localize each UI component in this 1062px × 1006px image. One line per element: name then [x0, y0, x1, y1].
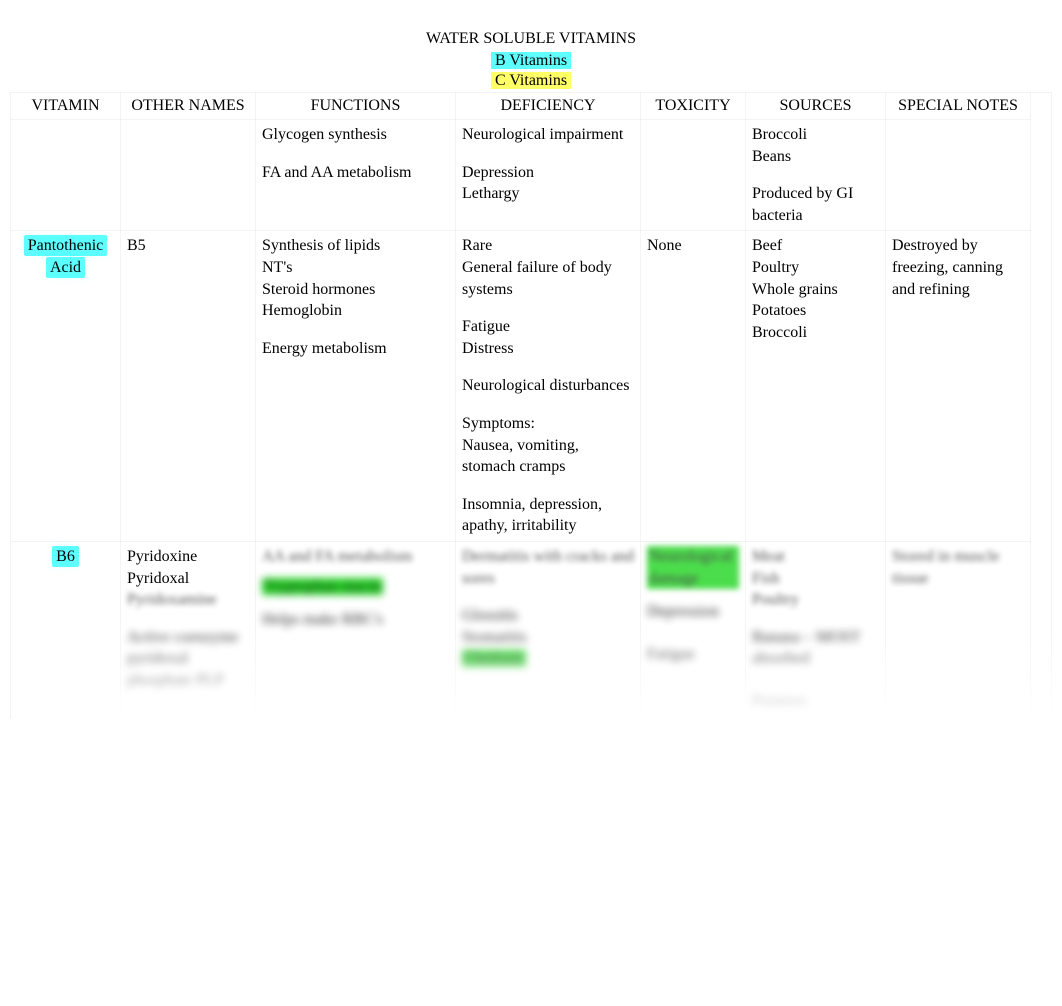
def-group: Rare General failure of body systems — [462, 235, 634, 300]
def-text: General failure of body systems — [462, 259, 612, 298]
cell-sources: Meat Fish Poultry Banana – MOST absorbed… — [746, 541, 886, 717]
cell-deficiency: Neurological impairment Depression Letha… — [456, 120, 641, 231]
tox-group: Depression Fatigue — [647, 601, 739, 666]
header-row: VITAMIN OTHER NAMES FUNCTIONS DEFICIENCY… — [11, 93, 1052, 120]
func-text: NT's — [262, 259, 292, 276]
c-vitamins-label: C Vitamins — [491, 72, 571, 89]
def-text: Depression — [462, 164, 534, 181]
vitamin-name-2: Acid — [46, 257, 85, 278]
def-text: Rare — [462, 237, 492, 254]
tox-hl-block: Neurological damage — [647, 546, 739, 589]
cell-toxicity — [641, 120, 746, 231]
vitamin-name: B6 — [52, 546, 79, 567]
src-text: Broccoli — [752, 126, 807, 143]
func-text: Glycogen synthesis — [262, 124, 449, 146]
cell-toxicity: Neurological damage Depression Fatigue — [641, 541, 746, 717]
table-row-pantothenic: Pantothenic Acid B5 Synthesis of lipids … — [11, 231, 1052, 542]
header-functions: FUNCTIONS — [256, 93, 456, 120]
def-text: Symptoms: — [462, 415, 535, 432]
cell-other: B5 — [121, 231, 256, 542]
page-title: WATER SOLUBLE VITAMINS — [10, 30, 1052, 48]
def-text: Neurological impairment — [462, 124, 634, 146]
src-text: Poultry — [752, 259, 799, 276]
func-text: Energy metabolism — [262, 340, 387, 357]
cell-notes — [886, 120, 1031, 231]
func-text: Steroid hormones — [262, 281, 375, 298]
src-text: Fish — [752, 570, 780, 587]
other-text: Pyridoxine — [127, 548, 197, 565]
src-blur-group: Banana – MOST absorbed Potatoes — [752, 627, 879, 713]
def-text: Glossitis — [462, 607, 518, 624]
def-text: Fatigue — [462, 318, 510, 335]
src-group: Broccoli Beans — [752, 124, 879, 167]
header-other-names: OTHER NAMES — [121, 93, 256, 120]
def-group: Glossitis Stomatitis Cheilosis — [462, 605, 634, 670]
cell-sources: Beef Poultry Whole grains Potatoes Brocc… — [746, 231, 886, 542]
header-notes: SPECIAL NOTES — [886, 93, 1031, 120]
b-vitamins-label: B Vitamins — [491, 52, 571, 69]
func-text: AA and FA metabolism — [262, 548, 412, 565]
vitamin-name-1: Pantothenic — [24, 235, 108, 256]
header-deficiency: DEFICIENCY — [456, 93, 641, 120]
def-group: Symptoms: Nausea, vomiting, stomach cram… — [462, 413, 634, 478]
table-row-b6: B6 Pyridoxine Pyridoxal Pyridoxamine Act… — [11, 541, 1052, 717]
other-text-blurred: Active coenzyme pyridoxal phosphate PLP — [127, 627, 249, 692]
func-hl-group: Tryptophan niacin — [262, 576, 449, 598]
cell-vitamin: Pantothenic Acid — [11, 231, 121, 542]
func-text: Helps make RBC's — [262, 611, 383, 628]
cell-functions: Glycogen synthesis FA and AA metabolism — [256, 120, 456, 231]
tox-hl: Neurological damage — [647, 546, 739, 589]
vitamins-table: VITAMIN OTHER NAMES FUNCTIONS DEFICIENCY… — [10, 92, 1052, 718]
src-blur-group: Meat Fish Poultry — [752, 546, 879, 611]
src-text: Banana – MOST absorbed — [752, 629, 860, 668]
cell-vitamin: B6 — [11, 541, 121, 717]
func-text: FA and AA metabolism — [262, 162, 449, 184]
cell-notes: Destroyed by freezing, canning and refin… — [886, 231, 1031, 542]
cell-other — [121, 120, 256, 231]
cell-functions: Synthesis of lipids NT's Steroid hormone… — [256, 231, 456, 542]
src-text: Broccoli — [752, 324, 807, 341]
subtitle-b: B Vitamins — [10, 52, 1052, 70]
cell-functions: AA and FA metabolism Tryptophan niacin H… — [256, 541, 456, 717]
cell-deficiency: Rare General failure of body systems Fat… — [456, 231, 641, 542]
def-group: Fatigue Distress — [462, 316, 634, 359]
notes-text: Stored in muscle tissue — [892, 548, 1000, 587]
src-text: Produced by GI bacteria — [752, 185, 853, 224]
src-text: Beans — [752, 148, 791, 165]
src-text: Potatoes — [752, 693, 806, 710]
cell-other: Pyridoxine Pyridoxal Pyridoxamine Active… — [121, 541, 256, 717]
cell-deficiency: Dermatitis with cracks and sores Glossit… — [456, 541, 641, 717]
cell-toxicity: None — [641, 231, 746, 542]
tox-text: Fatigue — [647, 646, 695, 663]
cell-notes: Stored in muscle tissue — [886, 541, 1031, 717]
def-text: Dermatitis with cracks and sores — [462, 546, 634, 589]
func-text: Synthesis of lipids — [262, 237, 380, 254]
header-toxicity: TOXICITY — [641, 93, 746, 120]
def-text: Nausea, vomiting, stomach cramps — [462, 437, 579, 476]
other-text: Pyridoxal — [127, 570, 189, 587]
func-hl: Tryptophan niacin — [262, 578, 383, 595]
def-text: Insomnia, depression, apathy, irritabili… — [462, 496, 602, 535]
src-text: Poultry — [752, 591, 799, 608]
def-text: Lethargy — [462, 185, 519, 202]
def-text: Distress — [462, 340, 514, 357]
header-vitamin: VITAMIN — [11, 93, 121, 120]
func-group: Synthesis of lipids NT's Steroid hormone… — [262, 235, 449, 321]
def-group: Depression Lethargy — [462, 162, 634, 205]
cell-sources: Broccoli Beans Produced by GI bacteria — [746, 120, 886, 231]
subtitle-c: C Vitamins — [10, 72, 1052, 90]
def-text: Neurological disturbances — [462, 375, 634, 397]
src-text: Meat — [752, 548, 785, 565]
tox-text: Depression — [647, 603, 719, 620]
header-sources: SOURCES — [746, 93, 886, 120]
func-text: Hemoglobin — [262, 302, 342, 319]
src-text: Beef — [752, 237, 782, 254]
cell-vitamin — [11, 120, 121, 231]
table-row-partial: Glycogen synthesis FA and AA metabolism … — [11, 120, 1052, 231]
src-text: Potatoes — [752, 302, 806, 319]
def-text: Stomatitis — [462, 629, 527, 646]
other-text: Pyridoxamine — [127, 591, 217, 608]
src-text: Whole grains — [752, 281, 838, 298]
def-hl: Cheilosis — [462, 650, 526, 667]
